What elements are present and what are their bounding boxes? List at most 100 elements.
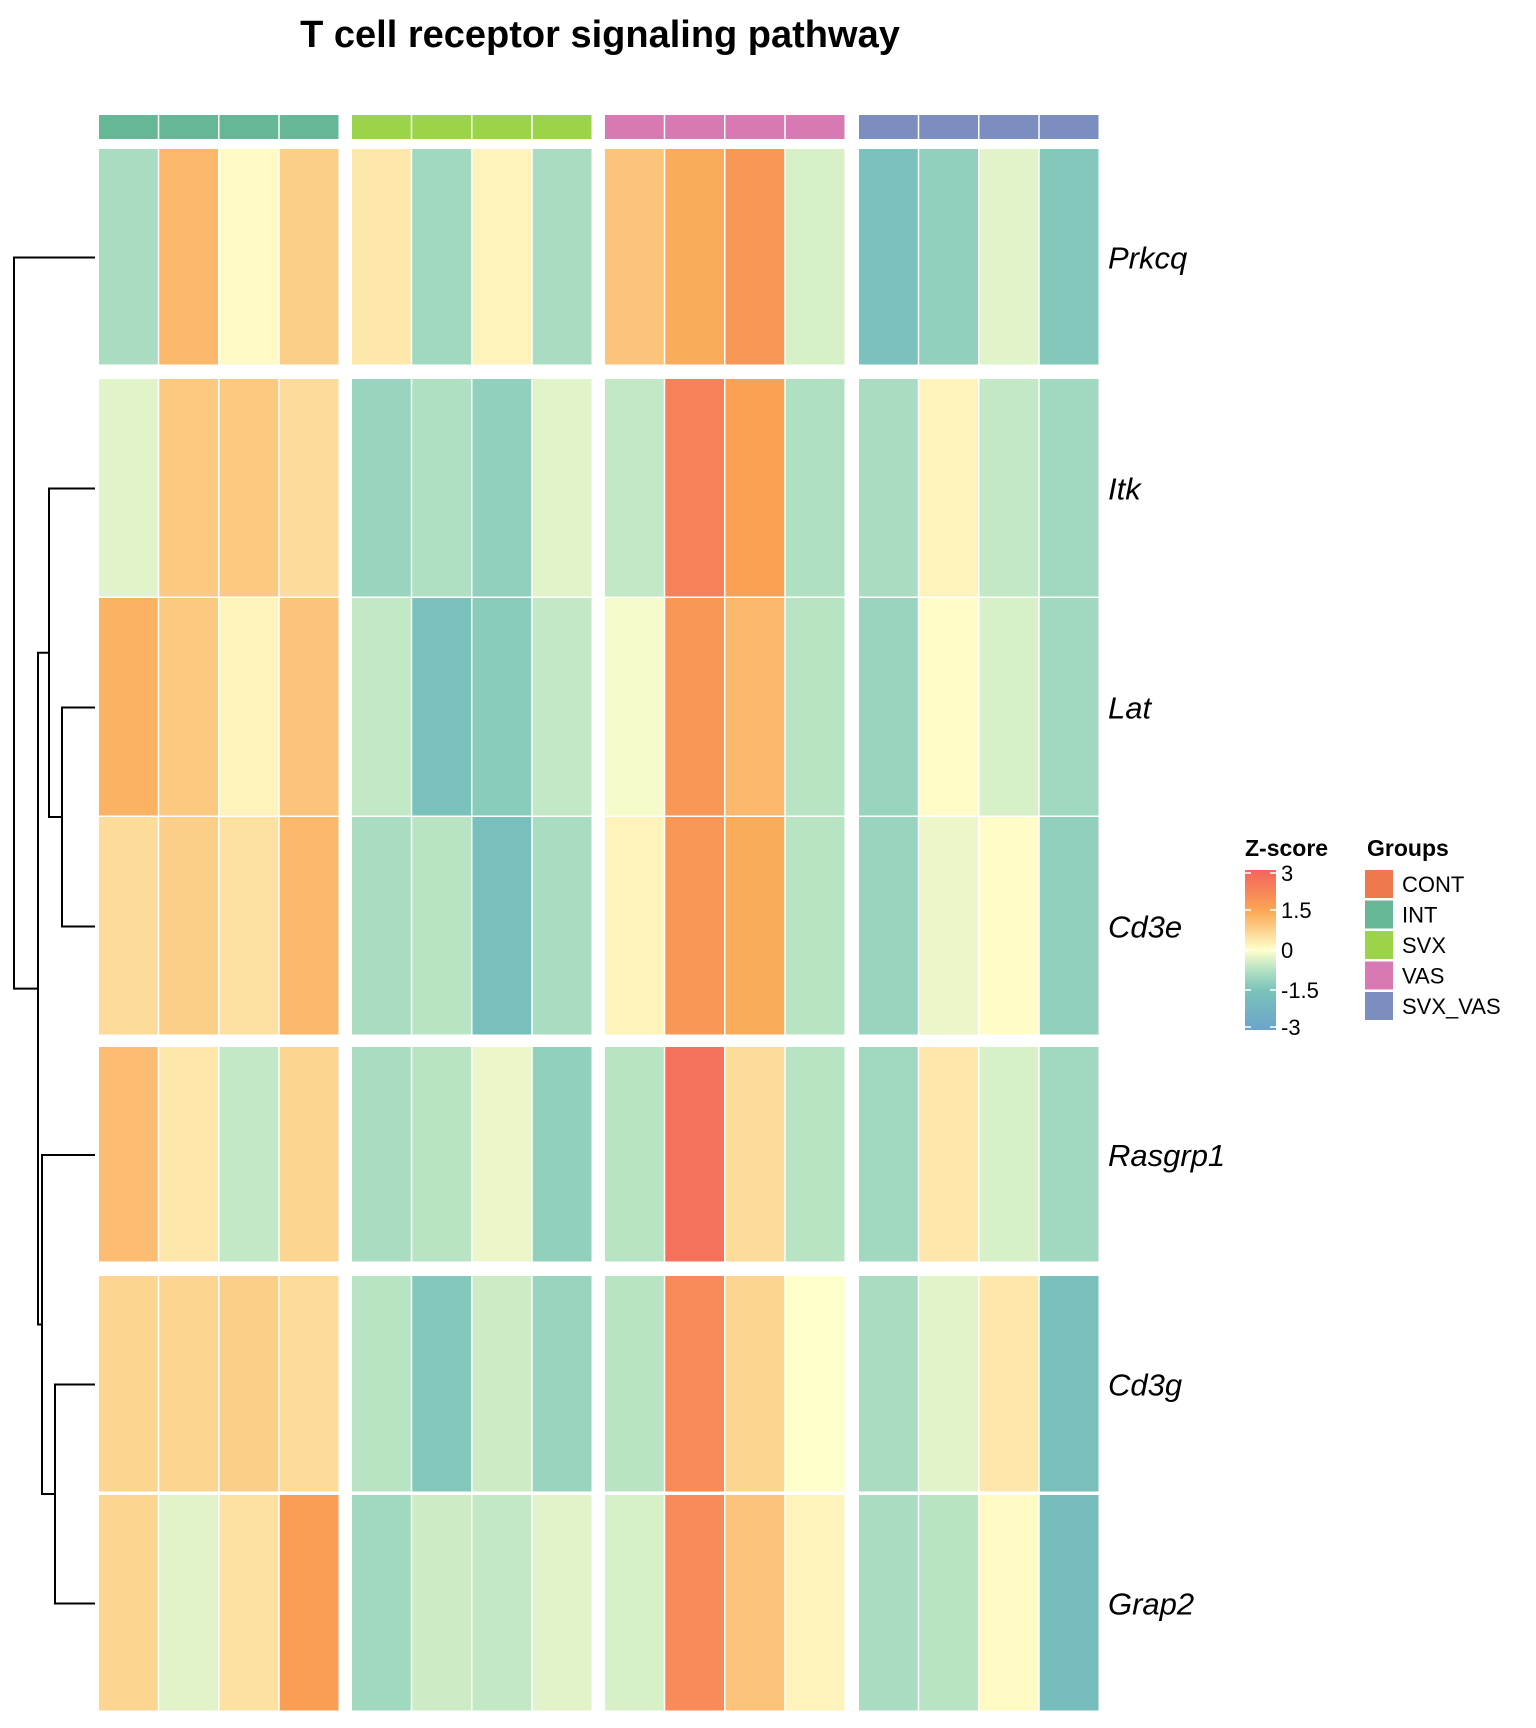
- heatmap-cell: [159, 598, 218, 816]
- heatmap-cell: [919, 149, 978, 365]
- heatmap-cell: [412, 1047, 471, 1262]
- dendrogram-branch: [37, 651, 49, 1326]
- row-label-rasgrp1: Rasgrp1: [1108, 1138, 1225, 1173]
- legend-label-cont: CONT: [1402, 872, 1464, 897]
- heatmap-cell: [472, 1047, 532, 1262]
- heatmap-cell: [472, 1495, 532, 1711]
- heatmap-cell: [785, 149, 845, 365]
- heatmap-cells: [99, 149, 1099, 1711]
- annotation-cell-int: [279, 115, 339, 139]
- heatmap-cell: [412, 598, 471, 816]
- annotation-cell-svx: [412, 115, 471, 139]
- row-label-cd3e: Cd3e: [1108, 910, 1182, 945]
- heatmap-cell: [919, 379, 978, 597]
- heatmap-cell: [532, 817, 592, 1035]
- groups-legend-title: Groups: [1367, 835, 1449, 861]
- heatmap-cell: [725, 379, 785, 597]
- heatmap-cell: [665, 149, 724, 365]
- heatmap-cell: [279, 379, 339, 597]
- heatmap-cell: [159, 817, 218, 1035]
- heatmap-cell: [919, 1047, 978, 1262]
- heatmap-cell: [725, 1276, 785, 1492]
- heatmap-cell: [725, 598, 785, 816]
- heatmap-cell: [99, 817, 158, 1035]
- legend-swatch-svx: [1365, 931, 1393, 959]
- annotation-cell-svx_vas: [979, 115, 1039, 139]
- heatmap-cell: [279, 598, 339, 816]
- heatmap-cell: [532, 379, 592, 597]
- heatmap-cell: [919, 817, 978, 1035]
- colorbar-tick-label: 1.5: [1281, 898, 1312, 923]
- heatmap-cell: [725, 817, 785, 1035]
- heatmap-cell: [219, 817, 279, 1035]
- heatmap-cell: [859, 598, 918, 816]
- colorbar-tick-label: 0: [1281, 938, 1293, 963]
- heatmap-cell: [159, 1047, 218, 1262]
- legend-swatch-svx_vas: [1365, 992, 1393, 1020]
- heatmap-cell: [979, 1047, 1039, 1262]
- heatmap-cell: [219, 1495, 279, 1711]
- heatmap-cell: [412, 817, 471, 1035]
- heatmap-cell: [1039, 379, 1099, 597]
- heatmap-cell: [859, 1495, 918, 1711]
- heatmap-cell: [605, 379, 664, 597]
- heatmap-cell: [412, 1276, 471, 1492]
- row-label-prkcq: Prkcq: [1108, 241, 1188, 276]
- row-label-cd3g: Cd3g: [1108, 1368, 1182, 1403]
- annotation-cell-int: [99, 115, 158, 139]
- heatmap-cell: [1039, 1495, 1099, 1711]
- heatmap-cell: [979, 598, 1039, 816]
- heatmap-cell: [352, 1047, 411, 1262]
- zscore-legend-title: Z-score: [1245, 835, 1328, 861]
- heatmap-cell: [605, 598, 664, 816]
- heatmap-cell: [785, 1495, 845, 1711]
- heatmap-cell: [99, 1047, 158, 1262]
- heatmap-cell: [279, 149, 339, 365]
- row-label-lat: Lat: [1108, 691, 1152, 726]
- annotation-cell-svx_vas: [1039, 115, 1099, 139]
- row-label-grap2: Grap2: [1108, 1587, 1194, 1622]
- colorbar-tick-label: -1.5: [1281, 978, 1319, 1003]
- heatmap-cell: [532, 598, 592, 816]
- colorbar-tick-label: 3: [1281, 861, 1293, 886]
- chart-title: T cell receptor signaling pathway: [300, 14, 900, 56]
- heatmap-cell: [279, 817, 339, 1035]
- annotation-cell-svx: [472, 115, 532, 139]
- heatmap-cell: [785, 817, 845, 1035]
- zscore-legend: Z-score 3 1.5 0 -1.5 -3: [1245, 835, 1328, 1040]
- annotation-cell-svx_vas: [919, 115, 978, 139]
- heatmap-cell: [605, 149, 664, 365]
- heatmap-cell: [1039, 817, 1099, 1035]
- heatmap-cell: [219, 149, 279, 365]
- legend-label-svx: SVX: [1402, 933, 1446, 958]
- heatmap-cell: [99, 1495, 158, 1711]
- heatmap-cell: [785, 1276, 845, 1492]
- heatmap-cell: [99, 149, 158, 365]
- heatmap-cell: [859, 817, 918, 1035]
- annotation-cell-vas: [605, 115, 664, 139]
- heatmap-cell: [979, 1495, 1039, 1711]
- legend-label-svx_vas: SVX_VAS: [1402, 994, 1501, 1019]
- heatmap-cell: [472, 817, 532, 1035]
- dendrogram-branch: [48, 487, 95, 818]
- heatmap-cell: [1039, 598, 1099, 816]
- heatmap-cell: [665, 1495, 724, 1711]
- heatmap-cell: [219, 1276, 279, 1492]
- heatmap-cell: [412, 1495, 471, 1711]
- annotation-cell-vas: [785, 115, 845, 139]
- heatmap-cell: [605, 1495, 664, 1711]
- heatmap-cell: [859, 149, 918, 365]
- groups-legend: Groups CONT INT SVX VAS SVX_VAS: [1365, 835, 1501, 1020]
- heatmap-cell: [1039, 1276, 1099, 1492]
- heatmap-cell: [352, 379, 411, 597]
- heatmap-cell: [472, 379, 532, 597]
- legend-label-vas: VAS: [1402, 964, 1444, 989]
- heatmap-cell: [219, 1047, 279, 1262]
- heatmap-cell: [532, 149, 592, 365]
- legend-swatch-vas: [1365, 961, 1393, 990]
- legend-swatch-cont: [1365, 870, 1393, 898]
- dendrogram-branch: [41, 1154, 95, 1495]
- dendrogram-branch: [61, 706, 95, 928]
- heatmap-cell: [352, 817, 411, 1035]
